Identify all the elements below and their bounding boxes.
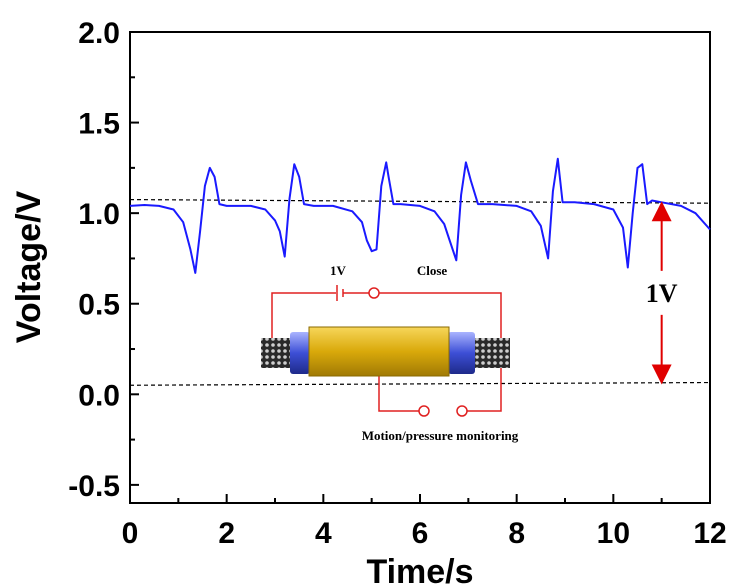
collar-right [448,332,475,374]
amplitude-arrow: 1V [646,211,678,374]
x-tick-label: 2 [218,517,235,550]
monitoring-label: Motion/pressure monitoring [362,428,519,443]
ticks-layer: 0 2 4 6 8 10 12 -0.5 0.0 0.5 1.0 1.5 2.0 [68,17,726,550]
battery-label: 1V [330,263,347,278]
y-tick-label: 0.0 [78,379,120,412]
y-tick-label: 1.0 [78,198,120,231]
x-tick-label: 10 [597,517,630,550]
collar-left [290,332,310,374]
circuit-bottom-wire [379,375,419,411]
switch-terminal [369,288,379,298]
mesh-electrode-left [261,338,293,368]
switch-label: Close [417,263,448,278]
y-tick-label: 2.0 [78,17,120,50]
lower-reference-line [130,383,710,386]
x-tick-label: 0 [122,517,139,550]
x-tick-label: 12 [693,517,726,550]
series-line [130,159,710,273]
y-tick-label: -0.5 [68,470,120,503]
device-inset: 1V Close Motion/pressure monitoring [261,263,519,443]
arrow-label: 1V [646,279,678,308]
x-tick-label: 4 [315,517,332,550]
y-tick-label: 0.5 [78,289,120,322]
series-layer [130,159,710,273]
conductive-sleeve [309,327,449,376]
upper-reference-line [130,200,710,204]
x-tick-label: 8 [508,517,525,550]
x-tick-label: 6 [412,517,429,550]
x-axis-title: Time/s [366,553,473,587]
y-tick-label: 1.5 [78,108,120,141]
monitor-terminal-left [419,406,429,416]
mesh-electrode-right [473,338,510,368]
monitor-terminal-right [457,406,467,416]
y-axis-title: Voltage/V [10,190,48,343]
